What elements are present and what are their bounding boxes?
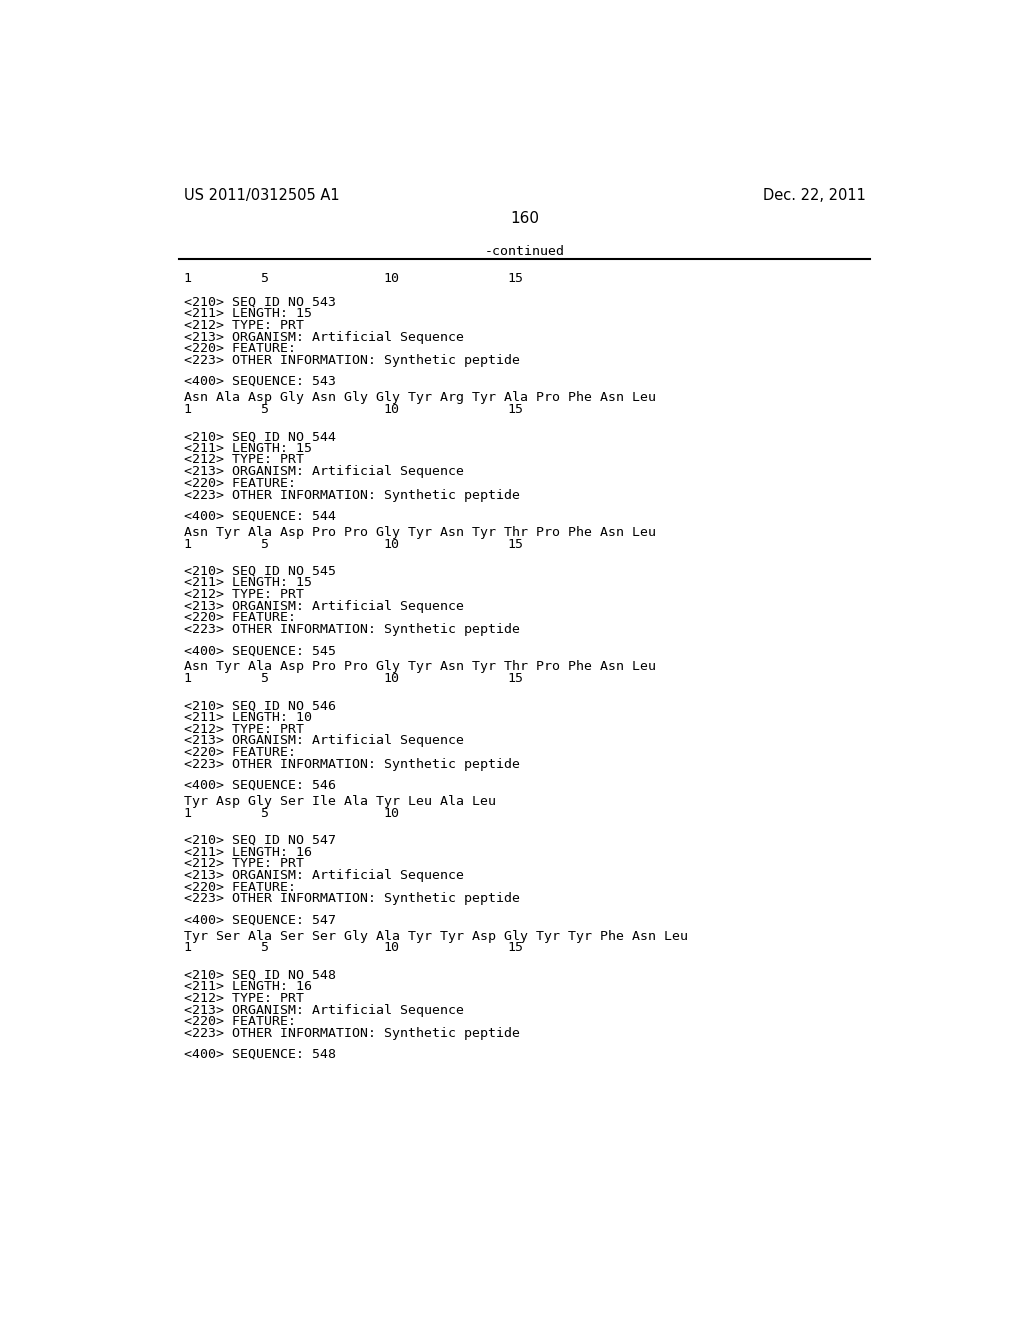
Text: <223> OTHER INFORMATION: Synthetic peptide: <223> OTHER INFORMATION: Synthetic pepti… xyxy=(183,758,520,771)
Text: Tyr Ser Ala Ser Ser Gly Ala Tyr Tyr Asp Gly Tyr Tyr Phe Asn Leu: Tyr Ser Ala Ser Ser Gly Ala Tyr Tyr Asp … xyxy=(183,929,688,942)
Text: <212> TYPE: PRT: <212> TYPE: PRT xyxy=(183,722,304,735)
Text: 5: 5 xyxy=(260,537,267,550)
Text: <220> FEATURE:: <220> FEATURE: xyxy=(183,880,296,894)
Text: <400> SEQUENCE: 544: <400> SEQUENCE: 544 xyxy=(183,510,336,523)
Text: <212> TYPE: PRT: <212> TYPE: PRT xyxy=(183,454,304,466)
Text: <220> FEATURE:: <220> FEATURE: xyxy=(183,1015,296,1028)
Text: <211> LENGTH: 16: <211> LENGTH: 16 xyxy=(183,981,311,993)
Text: US 2011/0312505 A1: US 2011/0312505 A1 xyxy=(183,187,339,203)
Text: <213> ORGANISM: Artificial Sequence: <213> ORGANISM: Artificial Sequence xyxy=(183,1003,464,1016)
Text: Asn Ala Asp Gly Asn Gly Gly Tyr Arg Tyr Ala Pro Phe Asn Leu: Asn Ala Asp Gly Asn Gly Gly Tyr Arg Tyr … xyxy=(183,391,655,404)
Text: <213> ORGANISM: Artificial Sequence: <213> ORGANISM: Artificial Sequence xyxy=(183,465,464,478)
Text: <223> OTHER INFORMATION: Synthetic peptide: <223> OTHER INFORMATION: Synthetic pepti… xyxy=(183,892,520,906)
Text: <213> ORGANISM: Artificial Sequence: <213> ORGANISM: Artificial Sequence xyxy=(183,869,464,882)
Text: 5: 5 xyxy=(260,941,267,954)
Text: 15: 15 xyxy=(508,672,523,685)
Text: 1: 1 xyxy=(183,272,191,285)
Text: <223> OTHER INFORMATION: Synthetic peptide: <223> OTHER INFORMATION: Synthetic pepti… xyxy=(183,354,520,367)
Text: <400> SEQUENCE: 543: <400> SEQUENCE: 543 xyxy=(183,375,336,388)
Text: <211> LENGTH: 10: <211> LENGTH: 10 xyxy=(183,711,311,723)
Text: <213> ORGANISM: Artificial Sequence: <213> ORGANISM: Artificial Sequence xyxy=(183,330,464,343)
Text: 10: 10 xyxy=(384,807,399,820)
Text: <220> FEATURE:: <220> FEATURE: xyxy=(183,746,296,759)
Text: <223> OTHER INFORMATION: Synthetic peptide: <223> OTHER INFORMATION: Synthetic pepti… xyxy=(183,623,520,636)
Text: <213> ORGANISM: Artificial Sequence: <213> ORGANISM: Artificial Sequence xyxy=(183,599,464,612)
Text: <210> SEQ ID NO 544: <210> SEQ ID NO 544 xyxy=(183,430,336,444)
Text: <220> FEATURE:: <220> FEATURE: xyxy=(183,611,296,624)
Text: 5: 5 xyxy=(260,672,267,685)
Text: 15: 15 xyxy=(508,537,523,550)
Text: <223> OTHER INFORMATION: Synthetic peptide: <223> OTHER INFORMATION: Synthetic pepti… xyxy=(183,488,520,502)
Text: <212> TYPE: PRT: <212> TYPE: PRT xyxy=(183,857,304,870)
Text: Dec. 22, 2011: Dec. 22, 2011 xyxy=(763,187,866,203)
Text: <210> SEQ ID NO 545: <210> SEQ ID NO 545 xyxy=(183,565,336,578)
Text: 15: 15 xyxy=(508,272,523,285)
Text: 5: 5 xyxy=(260,807,267,820)
Text: <211> LENGTH: 15: <211> LENGTH: 15 xyxy=(183,442,311,455)
Text: Tyr Asp Gly Ser Ile Ala Tyr Leu Ala Leu: Tyr Asp Gly Ser Ile Ala Tyr Leu Ala Leu xyxy=(183,795,496,808)
Text: <223> OTHER INFORMATION: Synthetic peptide: <223> OTHER INFORMATION: Synthetic pepti… xyxy=(183,1027,520,1040)
Text: <212> TYPE: PRT: <212> TYPE: PRT xyxy=(183,319,304,331)
Text: 10: 10 xyxy=(384,403,399,416)
Text: 10: 10 xyxy=(384,272,399,285)
Text: <400> SEQUENCE: 546: <400> SEQUENCE: 546 xyxy=(183,779,336,792)
Text: <210> SEQ ID NO 543: <210> SEQ ID NO 543 xyxy=(183,296,336,309)
Text: <210> SEQ ID NO 548: <210> SEQ ID NO 548 xyxy=(183,969,336,982)
Text: <212> TYPE: PRT: <212> TYPE: PRT xyxy=(183,991,304,1005)
Text: 5: 5 xyxy=(260,403,267,416)
Text: <213> ORGANISM: Artificial Sequence: <213> ORGANISM: Artificial Sequence xyxy=(183,734,464,747)
Text: Asn Tyr Ala Asp Pro Pro Gly Tyr Asn Tyr Thr Pro Phe Asn Leu: Asn Tyr Ala Asp Pro Pro Gly Tyr Asn Tyr … xyxy=(183,525,655,539)
Text: 160: 160 xyxy=(510,211,540,226)
Text: 10: 10 xyxy=(384,672,399,685)
Text: <210> SEQ ID NO 546: <210> SEQ ID NO 546 xyxy=(183,700,336,713)
Text: <220> FEATURE:: <220> FEATURE: xyxy=(183,477,296,490)
Text: <220> FEATURE:: <220> FEATURE: xyxy=(183,342,296,355)
Text: <211> LENGTH: 15: <211> LENGTH: 15 xyxy=(183,577,311,589)
Text: <400> SEQUENCE: 548: <400> SEQUENCE: 548 xyxy=(183,1048,336,1061)
Text: Asn Tyr Ala Asp Pro Pro Gly Tyr Asn Tyr Thr Pro Phe Asn Leu: Asn Tyr Ala Asp Pro Pro Gly Tyr Asn Tyr … xyxy=(183,660,655,673)
Text: -continued: -continued xyxy=(484,244,565,257)
Text: 1: 1 xyxy=(183,807,191,820)
Text: 1: 1 xyxy=(183,941,191,954)
Text: <211> LENGTH: 15: <211> LENGTH: 15 xyxy=(183,308,311,321)
Text: <212> TYPE: PRT: <212> TYPE: PRT xyxy=(183,589,304,601)
Text: 1: 1 xyxy=(183,537,191,550)
Text: <400> SEQUENCE: 545: <400> SEQUENCE: 545 xyxy=(183,644,336,657)
Text: 1: 1 xyxy=(183,403,191,416)
Text: <211> LENGTH: 16: <211> LENGTH: 16 xyxy=(183,846,311,858)
Text: 10: 10 xyxy=(384,941,399,954)
Text: <400> SEQUENCE: 547: <400> SEQUENCE: 547 xyxy=(183,913,336,927)
Text: 5: 5 xyxy=(260,272,267,285)
Text: 15: 15 xyxy=(508,941,523,954)
Text: 10: 10 xyxy=(384,537,399,550)
Text: 1: 1 xyxy=(183,672,191,685)
Text: 15: 15 xyxy=(508,403,523,416)
Text: <210> SEQ ID NO 547: <210> SEQ ID NO 547 xyxy=(183,834,336,847)
